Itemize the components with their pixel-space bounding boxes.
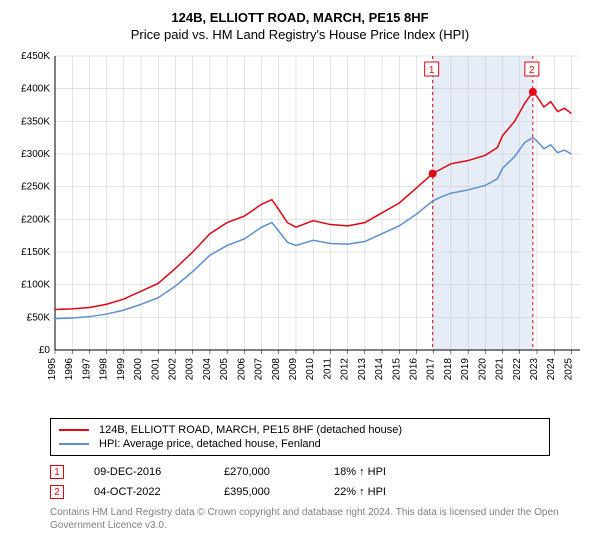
svg-text:2: 2 — [529, 65, 535, 76]
event-marker: 2 — [50, 485, 64, 499]
svg-text:2022: 2022 — [512, 358, 523, 381]
event-price: £270,000 — [224, 466, 304, 478]
svg-text:2001: 2001 — [150, 358, 161, 381]
svg-text:2010: 2010 — [305, 358, 316, 381]
svg-text:1996: 1996 — [64, 358, 75, 381]
event-price: £395,000 — [224, 486, 304, 498]
svg-text:£300K: £300K — [21, 149, 50, 160]
svg-text:2025: 2025 — [563, 358, 574, 381]
svg-text:£150K: £150K — [21, 247, 50, 258]
svg-text:2020: 2020 — [477, 358, 488, 381]
svg-text:2023: 2023 — [529, 358, 540, 381]
svg-text:1: 1 — [429, 65, 435, 76]
legend-label: HPI: Average price, detached house, Fenl… — [99, 438, 321, 450]
footnote: Contains HM Land Registry data © Crown c… — [50, 506, 570, 532]
price-chart: £0 £50K £100K £150K £200K £250K £300K £350K £400… — [10, 50, 590, 410]
svg-text:2009: 2009 — [288, 358, 299, 381]
svg-text:2014: 2014 — [374, 358, 385, 381]
svg-text:£100K: £100K — [21, 280, 50, 291]
event-row: 1 09-DEC-2016 £270,000 18% ↑ HPI — [50, 462, 570, 482]
svg-text:1999: 1999 — [116, 358, 127, 381]
svg-text:£0: £0 — [39, 345, 51, 356]
legend-item: 124B, ELLIOTT ROAD, MARCH, PE15 8HF (det… — [59, 423, 541, 437]
event-table: 1 09-DEC-2016 £270,000 18% ↑ HPI 2 04-OCT-202… — [50, 462, 570, 502]
svg-text:2013: 2013 — [357, 358, 368, 381]
event-marker: 1 — [50, 465, 64, 479]
svg-text:1995: 1995 — [47, 358, 58, 381]
svg-text:2002: 2002 — [167, 358, 178, 381]
chart-title: 124B, ELLIOTT ROAD, MARCH, PE15 8HF — [10, 10, 590, 25]
event-delta: 22% ↑ HPI — [334, 486, 434, 498]
event-row: 2 04-OCT-2022 £395,000 22% ↑ HPI — [50, 482, 570, 502]
svg-text:2017: 2017 — [426, 358, 437, 381]
event-date: 04-OCT-2022 — [94, 486, 194, 498]
svg-text:£50K: £50K — [27, 312, 51, 323]
svg-text:2019: 2019 — [460, 358, 471, 381]
svg-text:2015: 2015 — [391, 358, 402, 381]
svg-text:£200K: £200K — [21, 214, 50, 225]
svg-text:£250K: £250K — [21, 182, 50, 193]
svg-text:2007: 2007 — [254, 358, 265, 381]
svg-text:2003: 2003 — [185, 358, 196, 381]
legend-label: 124B, ELLIOTT ROAD, MARCH, PE15 8HF (det… — [99, 424, 402, 436]
event-delta: 18% ↑ HPI — [334, 466, 434, 478]
legend: 124B, ELLIOTT ROAD, MARCH, PE15 8HF (det… — [50, 418, 550, 456]
svg-text:2000: 2000 — [133, 358, 144, 381]
legend-swatch — [59, 443, 89, 445]
svg-text:2016: 2016 — [408, 358, 419, 381]
svg-text:2011: 2011 — [322, 358, 333, 380]
svg-text:2008: 2008 — [271, 358, 282, 381]
event-date: 09-DEC-2016 — [94, 466, 194, 478]
svg-text:2006: 2006 — [236, 358, 247, 381]
svg-text:2024: 2024 — [546, 358, 557, 381]
svg-text:2005: 2005 — [219, 358, 230, 381]
svg-text:2004: 2004 — [202, 358, 213, 381]
svg-text:2012: 2012 — [340, 358, 351, 381]
legend-swatch — [59, 429, 89, 431]
svg-text:1998: 1998 — [99, 358, 110, 381]
svg-text:2018: 2018 — [443, 358, 454, 381]
legend-item: HPI: Average price, detached house, Fenl… — [59, 437, 541, 451]
svg-text:1997: 1997 — [81, 358, 92, 381]
chart-subtitle: Price paid vs. HM Land Registry's House … — [10, 27, 590, 42]
svg-text:£350K: £350K — [21, 116, 50, 127]
svg-text:£400K: £400K — [21, 84, 50, 95]
svg-text:£450K: £450K — [21, 51, 50, 62]
svg-text:2021: 2021 — [495, 358, 506, 381]
